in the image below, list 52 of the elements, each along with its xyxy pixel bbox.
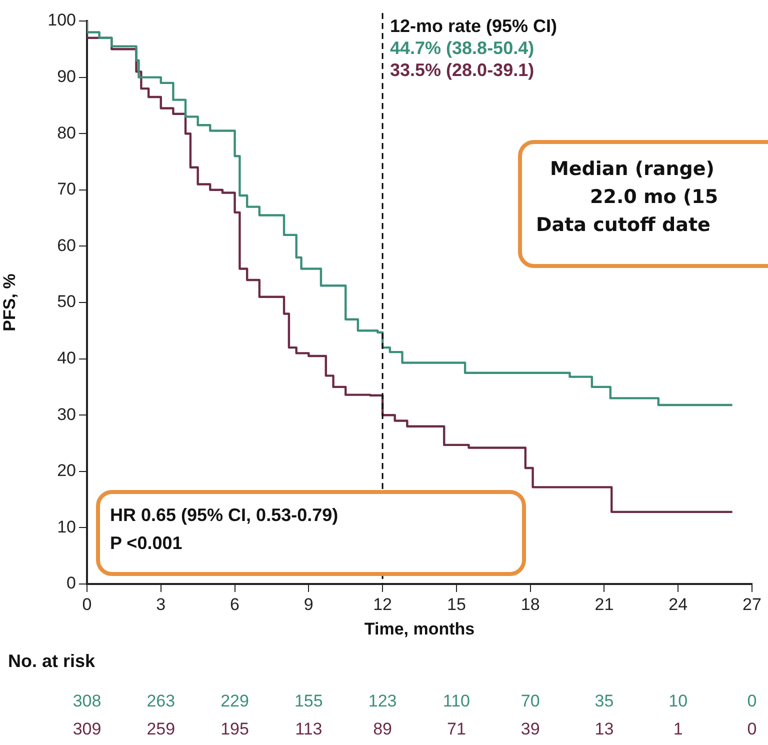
text: 89: [373, 720, 392, 739]
x-tick-label: 6: [230, 594, 240, 614]
text: No. at risk: [8, 651, 96, 672]
text: 10: [668, 692, 688, 711]
annotation: HR 0.65 (95% CI, 0.53-0.79): [110, 505, 338, 526]
y-tick-label: 30: [57, 404, 76, 424]
text: 229: [220, 692, 249, 711]
x-tick-label: 27: [742, 594, 762, 614]
x-tick-label: 3: [156, 594, 166, 614]
text: 309: [72, 720, 102, 739]
x-tick-label: 9: [304, 594, 314, 614]
x-tick-label: 12: [373, 594, 392, 614]
y-tick-label: 80: [57, 123, 76, 142]
text: 0: [747, 720, 757, 739]
text: 13: [594, 720, 614, 739]
annotation: Median (range): [550, 158, 714, 180]
x-tick-label: 21: [594, 594, 614, 614]
annotation: 33.5% (28.0-39.1): [390, 60, 534, 81]
x-tick-label: 18: [520, 594, 540, 614]
y-axis-title: PFS, %: [0, 274, 19, 332]
text: 0: [747, 692, 757, 711]
text: 259: [146, 720, 176, 739]
text: 263: [146, 692, 176, 711]
x-tick-label: 0: [82, 594, 92, 614]
annotation: 12-mo rate (95% CI): [390, 16, 558, 37]
annotation: Data cutoff date: [536, 214, 710, 236]
x-axis-title: Time, months: [364, 619, 475, 638]
annotation: 22.0 mo (15: [590, 186, 718, 208]
annotation: P <0.001: [110, 533, 182, 554]
text: 308: [72, 692, 102, 711]
y-tick-label: 40: [57, 348, 76, 368]
y-tick-label: 20: [57, 461, 76, 480]
y-tick-label: 60: [57, 236, 76, 255]
text: 110: [442, 692, 470, 711]
y-tick-label: 100: [48, 10, 76, 30]
text: 195: [220, 720, 249, 739]
text: 1: [673, 720, 683, 739]
text: 155: [294, 692, 323, 711]
y-tick-label: 50: [57, 292, 76, 312]
x-tick-label: 15: [446, 594, 466, 614]
y-tick-label: 0: [66, 574, 76, 593]
text: 39: [520, 720, 540, 739]
annotation: 44.7% (38.8-50.4): [390, 38, 534, 59]
text: 123: [368, 692, 397, 711]
text: 35: [594, 692, 614, 711]
y-tick-label: 90: [57, 66, 76, 86]
text: 71: [446, 720, 466, 739]
x-tick-label: 24: [668, 594, 688, 614]
text: 113: [295, 720, 322, 739]
text: 70: [520, 692, 540, 711]
y-tick-label: 70: [57, 180, 76, 199]
y-tick-label: 10: [57, 517, 76, 536]
